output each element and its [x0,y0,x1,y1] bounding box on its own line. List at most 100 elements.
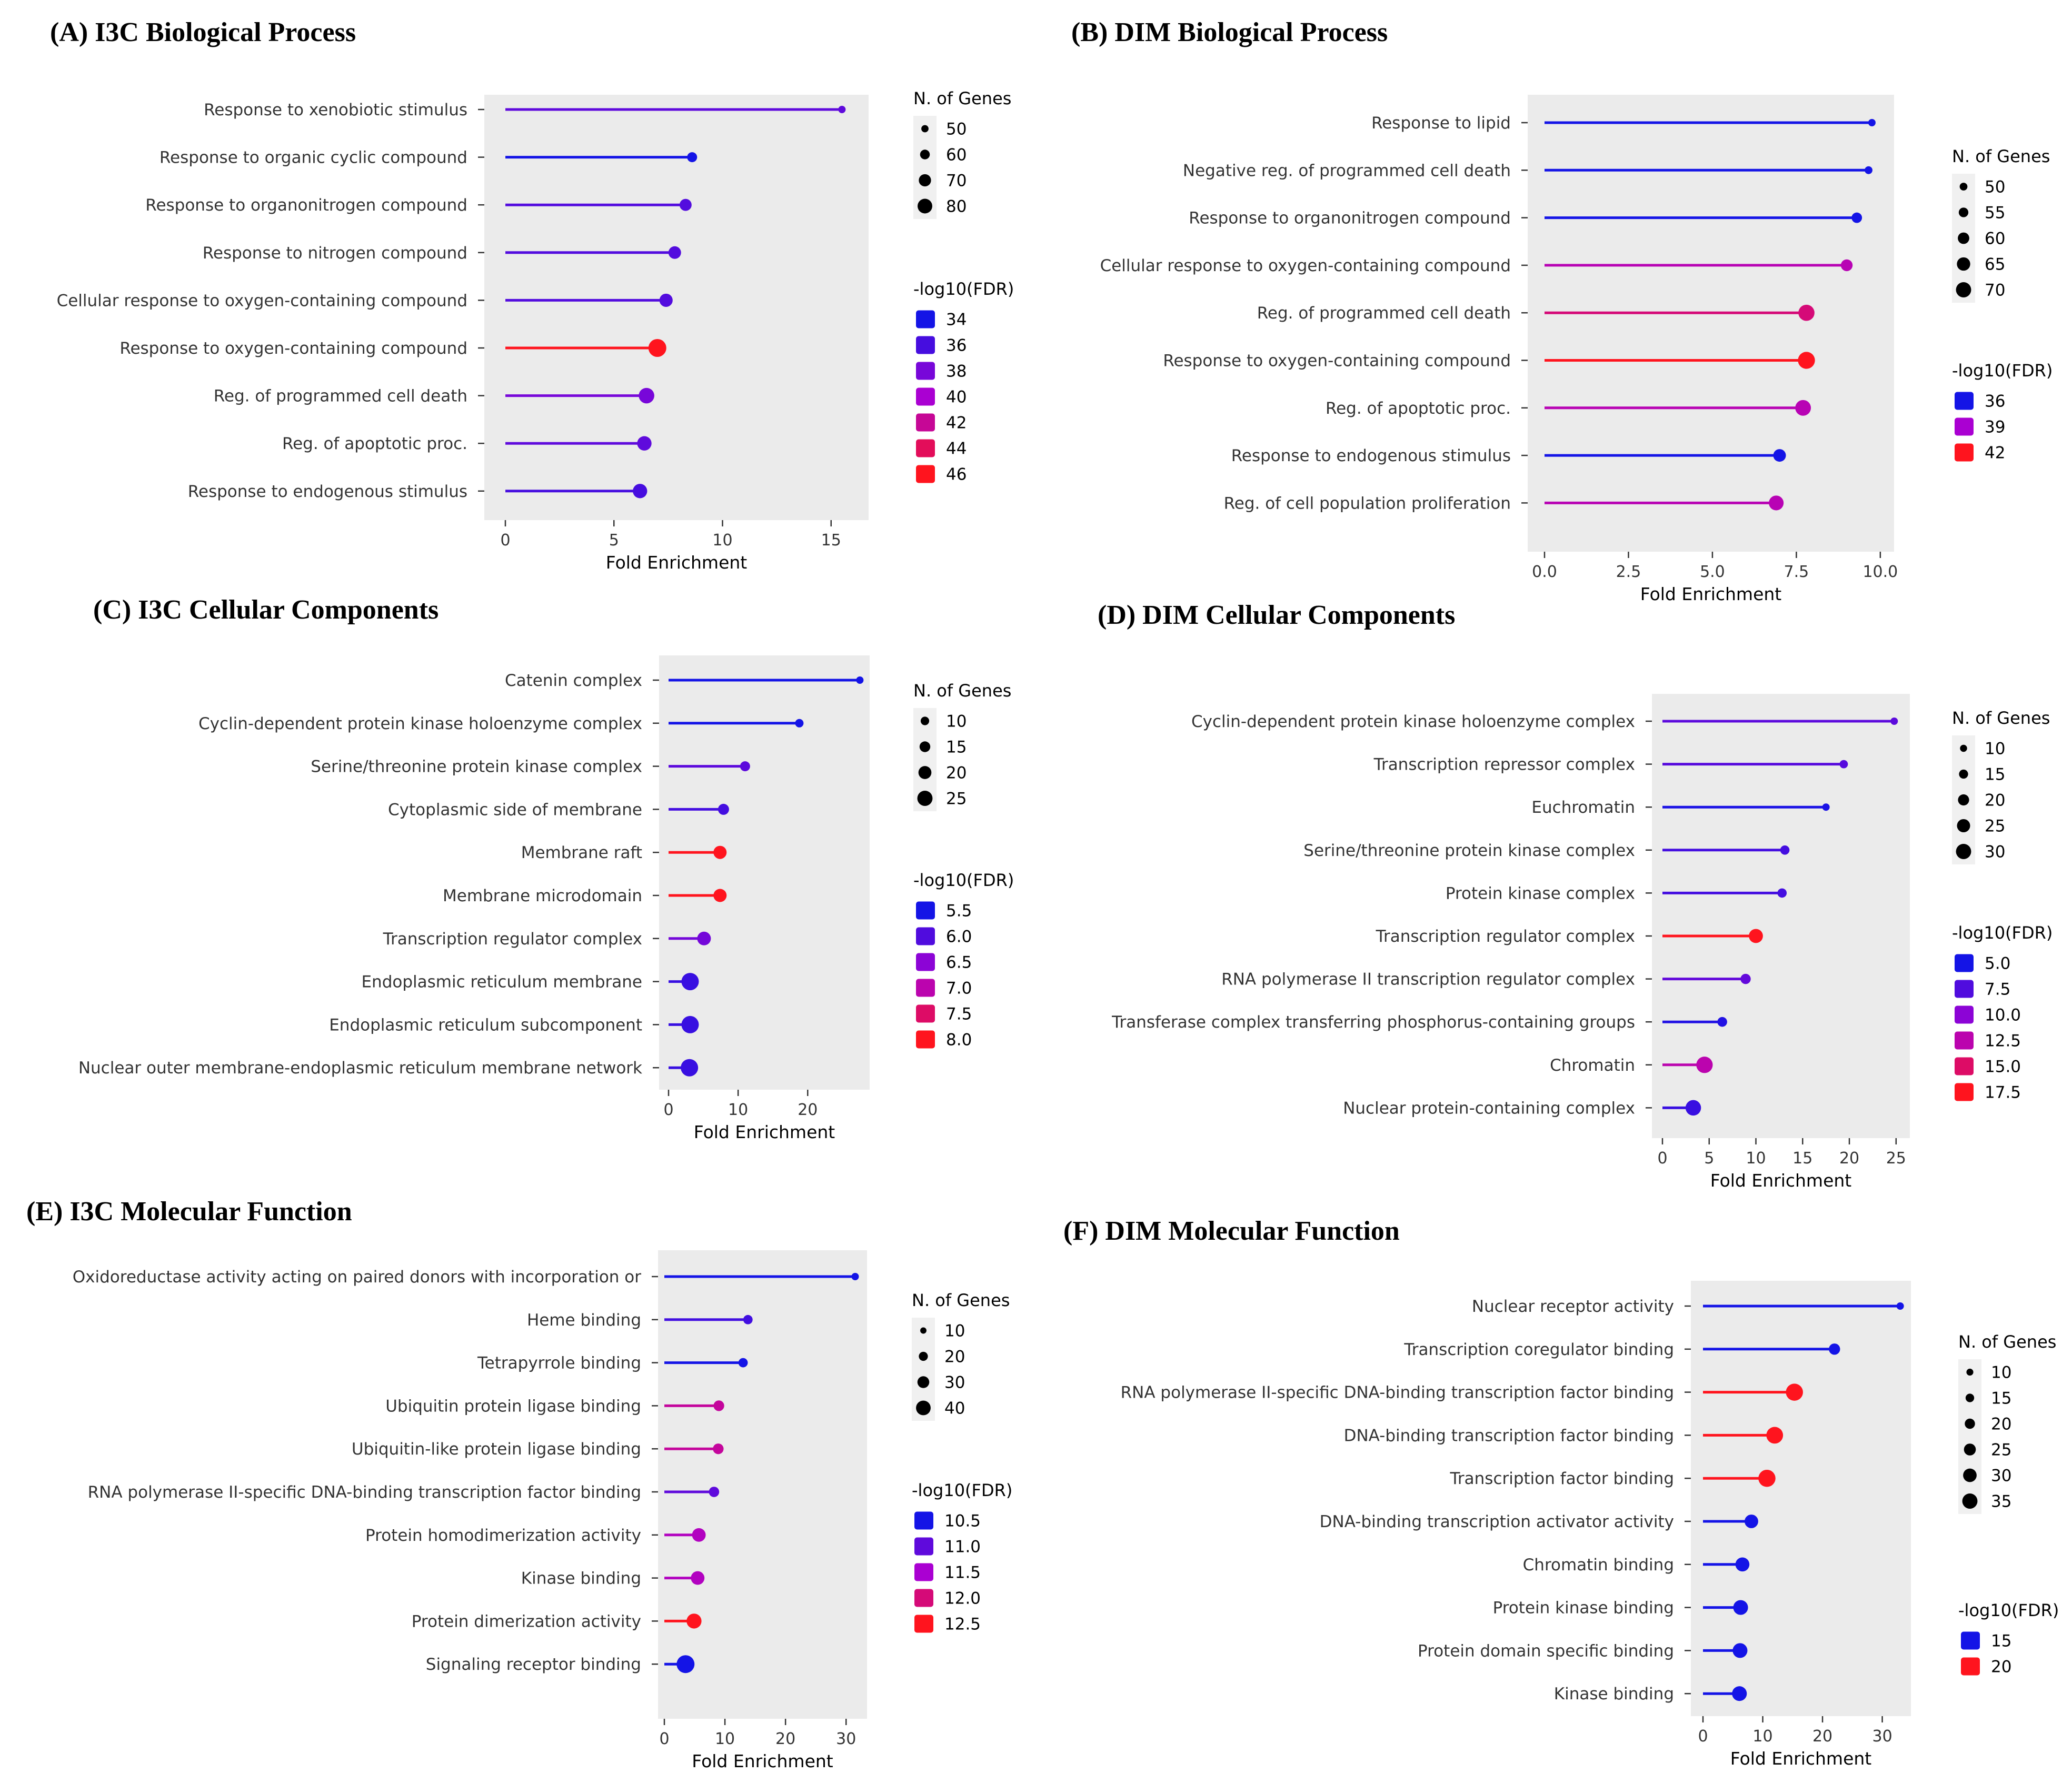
x-tick-label: 10 [712,531,732,550]
size-legend-dot [1957,819,1970,833]
size-legend-dot [1964,1443,1976,1456]
lollipop-point [639,387,654,404]
color-legend-label: 15.0 [1985,1058,2021,1077]
lollipop-point [743,1314,753,1324]
category-label: Response to organonitrogen compound [145,196,467,215]
lollipop-point [1890,718,1898,725]
color-legend-label: 38 [946,362,967,381]
size-legend-title: N. of Genes [913,681,1011,701]
lollipop-point [713,845,727,859]
lollipop-point [1696,1057,1713,1073]
color-legend-title: -log10(FDR) [912,1480,1012,1500]
lollipop-point [648,339,666,357]
size-legend-label: 15 [1985,765,2005,784]
color-legend-label: 20 [1991,1658,2011,1677]
x-tick-label: 0 [500,531,510,550]
size-legend-dot [920,716,930,725]
size-legend-dot [1962,1493,1978,1509]
lollipop-point [1798,352,1815,369]
lollipop-point [1786,1383,1803,1401]
lollipop-point [709,1487,720,1497]
x-tick-label: 0 [663,1101,673,1119]
size-legend-label: 30 [1985,843,2005,862]
size-legend-dot [920,1327,927,1334]
category-label: Response to xenobiotic stimulus [204,101,467,119]
lollipop-point [697,931,711,945]
x-tick-label: 0 [1698,1727,1708,1746]
size-legend-title: N. of Genes [1958,1332,2056,1352]
plot-background [1528,95,1894,552]
lollipop-point [679,198,692,211]
color-legend-label: 42 [1985,444,2005,463]
lollipop-point [1769,495,1784,511]
lollipop-point [1733,1600,1748,1615]
size-legend-label: 30 [944,1373,965,1392]
lollipop-point [851,1273,859,1280]
size-legend-label: 20 [1985,791,2005,810]
size-legend-label: 20 [1991,1415,2011,1434]
color-legend-swatch [914,1563,933,1581]
size-legend-label: 25 [946,790,967,809]
lollipop-point [1749,929,1763,943]
size-legend-label: 60 [946,146,967,165]
size-legend-label: 10 [944,1322,965,1341]
color-legend-label: 11.5 [944,1563,981,1582]
x-axis-label: Fold Enrichment [694,1122,835,1142]
size-legend-dot [917,1376,930,1388]
lollipop-point [713,1443,724,1455]
size-legend-title: N. of Genes [912,1290,1010,1310]
category-label: Protein dimerization activity [412,1612,641,1631]
category-label: Chromatin binding [1523,1556,1674,1575]
color-legend-label: 42 [946,414,967,433]
size-legend-dot [919,174,931,187]
category-label: Nuclear protein-containing complex [1343,1099,1635,1118]
color-legend-label: 7.0 [946,979,972,998]
lollipop-point [1758,1469,1776,1487]
size-legend-dot [919,741,931,752]
category-label: Protein kinase binding [1493,1599,1674,1618]
size-legend-label: 30 [1991,1467,2011,1486]
color-legend-swatch [914,1511,933,1530]
color-legend-title: -log10(FDR) [1952,923,2053,943]
category-label: Serine/threonine protein kinase complex [1303,841,1635,860]
x-axis-label: Fold Enrichment [1640,584,1782,604]
category-label: Reg. of apoptotic proc. [1326,399,1511,418]
color-legend-label: 12.5 [944,1615,981,1634]
lollipop-point [1745,1515,1758,1528]
color-legend-label: 5.5 [946,902,972,921]
color-legend-label: 6.0 [946,928,972,947]
lollipop-point [1732,1686,1747,1701]
color-legend-title: -log10(FDR) [913,279,1014,299]
size-legend-label: 25 [1991,1441,2011,1460]
lollipop-point [633,484,647,499]
size-legend-dot [918,766,932,779]
category-label: Tetrapyrrole binding [477,1354,641,1373]
category-label: Membrane raft [521,843,642,862]
lollipop-point [686,1613,702,1629]
lollipop-point [668,246,681,259]
category-label: Heme binding [527,1311,641,1330]
x-tick-label: 20 [798,1101,818,1119]
category-label: Response to nitrogen compound [203,244,467,263]
panel-A: (A) I3C Biological Process Response to xe… [50,17,1014,573]
lollipop-point [1766,1427,1784,1444]
panel-title: (C) I3C Cellular Components [93,595,439,625]
category-label: RNA polymerase II transcription regulato… [1221,970,1635,989]
color-legend-swatch [916,439,935,457]
lollipop-point [681,973,699,991]
x-tick-label: 30 [1872,1727,1892,1746]
color-legend-label: 8.0 [946,1031,972,1050]
category-label: Reg. of apoptotic proc. [282,434,467,453]
category-label: Transferase complex transferring phospho… [1111,1013,1635,1032]
x-tick-label: 15 [821,531,841,550]
size-legend-label: 80 [946,197,967,216]
size-legend-label: 50 [946,120,967,139]
x-tick-label: 15 [1792,1149,1812,1168]
color-legend-swatch [916,901,935,920]
color-legend-label: 39 [1985,418,2005,437]
color-legend-label: 6.5 [946,953,972,972]
color-legend-label: 10.5 [944,1512,981,1531]
color-legend-label: 36 [946,336,967,355]
color-legend-swatch [916,336,935,354]
size-legend-dot [1959,183,1968,191]
